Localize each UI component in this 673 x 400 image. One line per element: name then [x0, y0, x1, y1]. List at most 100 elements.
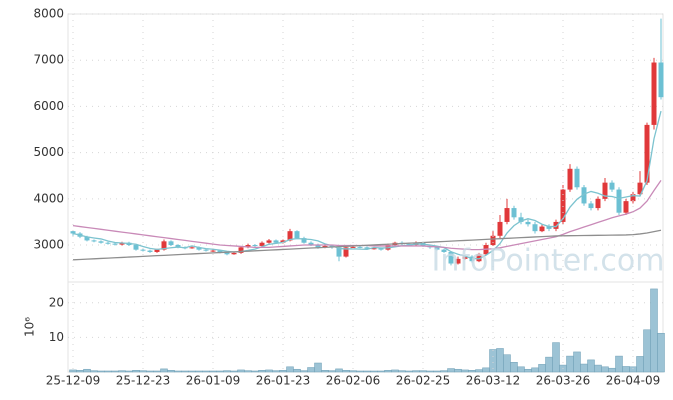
y-tick-label: 4000 [33, 191, 64, 205]
candle-body [658, 62, 664, 98]
volume-bar [202, 370, 210, 373]
volume-bar [510, 362, 518, 373]
volume-bar [118, 370, 126, 373]
candle-body [336, 247, 342, 257]
volume-bar [286, 366, 294, 373]
candle-body [455, 258, 461, 264]
candle-body [154, 249, 160, 252]
candle-body [630, 194, 636, 202]
candle-body [609, 182, 615, 190]
moving-average-line [72, 229, 662, 261]
volume-bar [615, 355, 623, 373]
candle-body [434, 247, 440, 250]
candle-body [105, 242, 111, 244]
candle-body [245, 245, 251, 248]
volume-bar [594, 364, 602, 373]
y-tick-label: 5000 [33, 145, 64, 159]
volume-bar [76, 370, 84, 373]
candle-body [343, 247, 349, 257]
x-tick-label: 26-02-06 [326, 374, 380, 388]
volume-bar [160, 368, 168, 373]
volume-bar [629, 366, 637, 373]
candle-body [315, 245, 321, 248]
candle-body [238, 247, 244, 253]
candle-body [147, 250, 153, 252]
volume-bar [531, 367, 539, 373]
volume-bar [405, 370, 413, 373]
candle-body [210, 250, 216, 252]
candle-body [350, 246, 356, 248]
volume-bar [643, 329, 651, 373]
volume-bar [265, 369, 273, 373]
y-tick-label: 3000 [33, 238, 64, 252]
candle-body [553, 221, 559, 229]
volume-bar [398, 370, 406, 373]
volume-bar [650, 288, 658, 373]
volume-bar [272, 370, 280, 373]
volume-bar [475, 369, 483, 373]
volume-bar [216, 370, 224, 373]
volume-bar [244, 370, 252, 373]
volume-bar [321, 370, 329, 373]
candle-body [161, 241, 167, 250]
volume-bar [447, 368, 455, 373]
volume-bar [188, 370, 196, 373]
volume-bar [174, 370, 182, 373]
candle-body [441, 249, 447, 252]
volume-bar [293, 368, 301, 373]
candle-body [448, 251, 454, 264]
volume-bar [230, 370, 238, 373]
candle-body [112, 243, 118, 245]
x-tick-label: 26-04-09 [606, 374, 660, 388]
volume-bar [307, 367, 315, 373]
watermark: InfoPointer.com [432, 244, 665, 279]
candle-body [406, 244, 412, 246]
volume-bar [195, 370, 203, 373]
volume-bar [622, 366, 630, 373]
candle-body [574, 168, 580, 188]
candle-body [266, 240, 272, 243]
candle-body [581, 187, 587, 204]
candle-body [168, 241, 174, 246]
x-tick-label: 25-12-09 [46, 374, 100, 388]
volume-bar [335, 368, 343, 373]
plot-frame [67, 13, 664, 373]
candle-body [196, 247, 202, 250]
volume-bar [279, 370, 287, 373]
y-tick-label: 10 [49, 330, 64, 344]
candle-body [490, 235, 496, 246]
volume-bar [363, 370, 371, 373]
volume-bar [111, 370, 119, 373]
volume-bar [377, 370, 385, 373]
volume-bar [314, 362, 322, 373]
candle-body [378, 248, 384, 250]
candle-body [364, 247, 370, 249]
volume-bar [545, 356, 553, 373]
volume-bar [538, 364, 546, 373]
volume-bar [370, 370, 378, 373]
candle-body [273, 240, 279, 243]
candle-body [371, 248, 377, 250]
candle-body [133, 245, 139, 250]
x-tick-label: 26-02-25 [396, 374, 450, 388]
volume-bar [433, 370, 441, 373]
volume-bar [83, 368, 91, 373]
volume-bar [90, 370, 98, 373]
volume-bar [223, 370, 231, 373]
x-tick-label: 26-01-23 [256, 374, 310, 388]
x-tick-label: 26-03-12 [466, 374, 520, 388]
volume-bar [125, 370, 133, 373]
volume-bar [419, 370, 427, 373]
volume-bar [97, 370, 105, 373]
candle-body [560, 189, 566, 222]
candle-body [546, 226, 552, 229]
volume-bar [496, 348, 504, 373]
volume-bar [573, 351, 581, 373]
volume-bar [251, 370, 259, 373]
candle-body [511, 208, 517, 218]
volume-bar [209, 370, 217, 373]
candle-body [322, 245, 328, 248]
candle-body [532, 224, 538, 232]
volume-bar [258, 370, 266, 373]
candle-body [357, 246, 363, 248]
